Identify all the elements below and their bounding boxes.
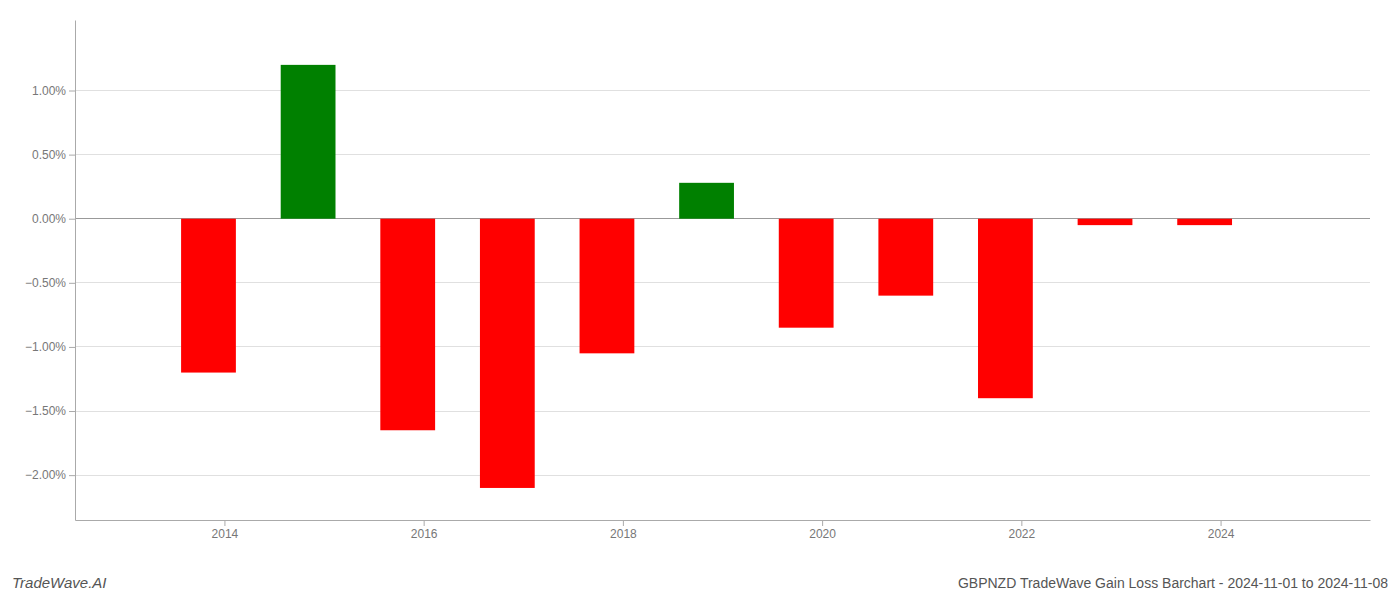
y-tick: −1.00%	[25, 340, 75, 354]
x-tick: 2024	[1208, 520, 1235, 541]
x-tick: 2022	[1008, 520, 1035, 541]
watermark: TradeWave.AI	[12, 574, 106, 591]
y-tick-mark	[69, 475, 75, 476]
x-axis-line	[76, 520, 1371, 521]
y-tick-label: −2.00%	[25, 468, 66, 482]
x-tick-mark	[424, 520, 425, 526]
bar	[878, 219, 933, 296]
x-tick: 2016	[411, 520, 438, 541]
grid	[75, 91, 1370, 476]
y-tick-mark	[69, 91, 75, 92]
y-tick: 0.00%	[32, 212, 75, 226]
grid-line	[75, 411, 1370, 412]
x-tick: 2018	[610, 520, 637, 541]
bar	[1078, 219, 1133, 225]
bar	[281, 65, 336, 219]
y-tick-label: −1.00%	[25, 340, 66, 354]
bar	[181, 219, 236, 373]
y-tick: 1.00%	[32, 84, 75, 98]
x-tick-mark	[1021, 520, 1022, 526]
y-tick-label: 0.00%	[32, 212, 66, 226]
grid-line	[75, 346, 1370, 347]
y-tick-label: 1.00%	[32, 84, 66, 98]
y-tick-label: −1.50%	[25, 404, 66, 418]
y-tick-mark	[69, 219, 75, 220]
x-tick-mark	[1221, 520, 1222, 526]
x-tick-mark	[822, 520, 823, 526]
x-tick-mark	[224, 520, 225, 526]
x-axis: 2014 2016 2018 2020 2022 2024	[76, 520, 1371, 541]
chart: −2.00% −1.50% −1.00% −0.50% 0.00% 0.50% 1.00% 2…	[0, 0, 1400, 600]
y-tick: 0.50%	[32, 148, 75, 162]
x-tick-label: 2014	[212, 527, 239, 541]
x-tick-label: 2016	[411, 527, 438, 541]
grid-line	[75, 154, 1370, 155]
x-tick-label: 2020	[809, 527, 836, 541]
y-tick-label: 0.50%	[32, 148, 66, 162]
y-tick: −2.00%	[25, 468, 75, 482]
bar	[380, 219, 435, 431]
y-axis-line	[75, 21, 76, 521]
y-tick: −0.50%	[25, 276, 75, 290]
y-tick-mark	[69, 283, 75, 284]
grid-line	[75, 475, 1370, 476]
bar	[779, 219, 834, 328]
grid-line	[75, 282, 1370, 283]
bar	[480, 219, 535, 488]
y-axis: −2.00% −1.50% −1.00% −0.50% 0.00% 0.50% 1.00%	[25, 21, 76, 521]
x-tick-label: 2018	[610, 527, 637, 541]
y-tick-mark	[69, 411, 75, 412]
bar	[1177, 219, 1232, 225]
title: GBPNZD TradeWave Gain Loss Barchart - 20…	[958, 575, 1388, 591]
y-tick-mark	[69, 155, 75, 156]
bar	[580, 219, 635, 354]
x-tick: 2014	[212, 520, 239, 541]
grid-line	[75, 90, 1370, 91]
bar	[978, 219, 1033, 398]
bars	[181, 65, 1232, 488]
y-tick: −1.50%	[25, 404, 75, 418]
bar	[679, 183, 734, 219]
y-tick-mark	[69, 347, 75, 348]
x-tick-label: 2024	[1208, 527, 1235, 541]
plot: −2.00% −1.50% −1.00% −0.50% 0.00% 0.50% 1.00% 2…	[25, 21, 1371, 541]
x-tick-label: 2022	[1008, 527, 1035, 541]
x-tick-mark	[623, 520, 624, 526]
x-tick: 2020	[809, 520, 836, 541]
y-tick-label: −0.50%	[25, 276, 66, 290]
